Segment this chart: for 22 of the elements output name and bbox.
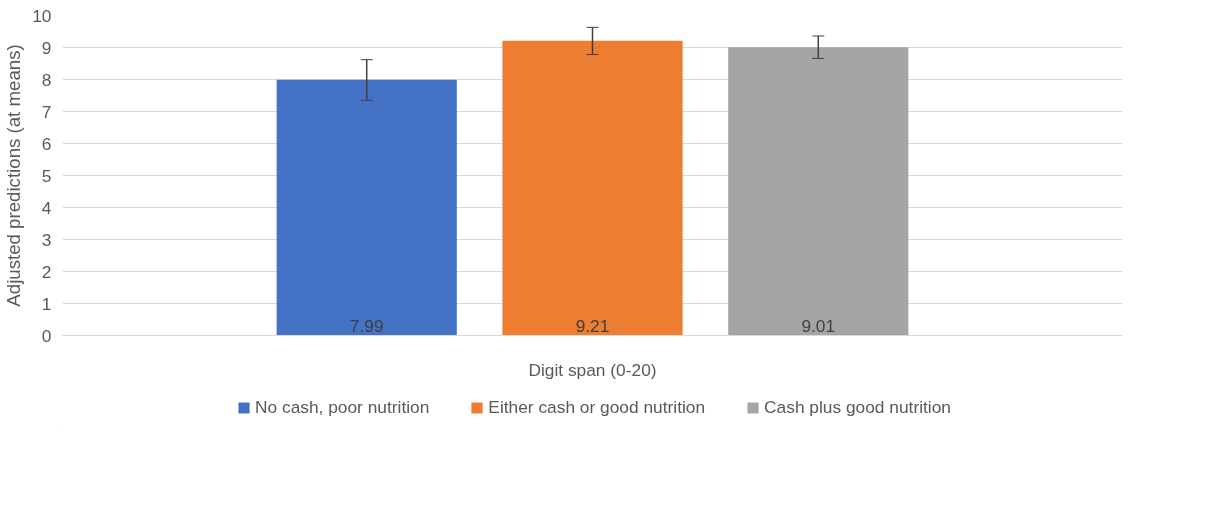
y-tick-label: 5 [41, 165, 52, 186]
legend-label: Cash plus good nutrition [764, 396, 951, 418]
y-axis-title: Adjusted predictions (at means) [3, 44, 25, 307]
legend-label: Either cash or good nutrition [488, 396, 706, 418]
data-label: 9.01 [801, 315, 836, 336]
bar [276, 79, 457, 336]
x-tick-label: Digit span (0-20) [528, 359, 657, 380]
data-label: 9.21 [575, 315, 610, 336]
y-tick-label: 2 [41, 261, 52, 282]
data-label: 7.99 [349, 315, 384, 336]
legend-label: No cash, poor nutrition [255, 396, 430, 418]
y-tick-label: 1 [41, 293, 52, 314]
y-tick-label: 7 [41, 101, 52, 122]
y-tick-label: 4 [41, 197, 52, 218]
bar [502, 40, 683, 336]
y-tick-label: 0 [41, 325, 52, 346]
y-tick-label: 6 [41, 133, 52, 154]
bar [728, 47, 909, 336]
y-tick-label: 10 [32, 5, 52, 26]
y-tick-label: 3 [41, 229, 52, 250]
y-tick-label: 9 [41, 37, 52, 58]
y-tick-label: 8 [41, 69, 52, 90]
